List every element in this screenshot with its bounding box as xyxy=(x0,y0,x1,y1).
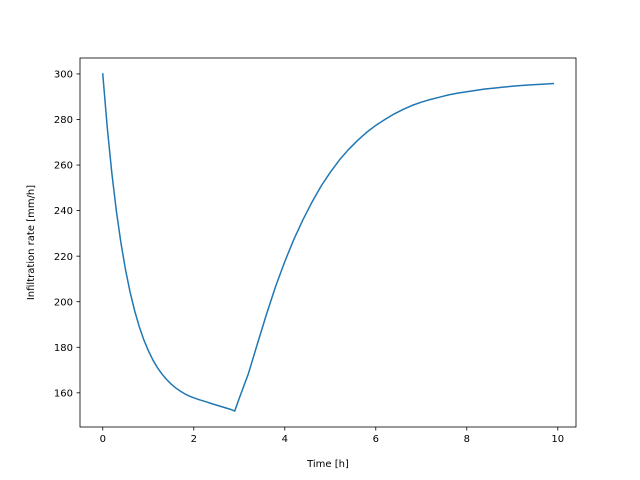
plot-frame xyxy=(79,57,577,428)
x-tick-label: 6 xyxy=(373,434,379,445)
y-tick-label: 260 xyxy=(54,161,73,172)
x-axis-label: Time [h] xyxy=(306,459,349,470)
y-tick-label: 300 xyxy=(54,70,73,81)
chart-marks xyxy=(101,73,555,412)
x-tick-label: 10 xyxy=(551,434,564,445)
y-tick-label: 200 xyxy=(54,297,73,308)
y-axis-ticks: 160 180 200 220 240 260 280 300 xyxy=(54,70,80,399)
y-tick-label: 160 xyxy=(54,388,73,399)
x-axis-ticks: 0 2 4 6 8 10 xyxy=(100,427,564,445)
x-tick-label: 4 xyxy=(282,434,288,445)
y-tick-label: 240 xyxy=(54,206,73,217)
y-tick-label: 220 xyxy=(54,252,73,263)
y-axis-label: Infiltration rate [mm/h] xyxy=(26,185,37,300)
y-tick-label: 180 xyxy=(54,343,73,354)
y-tick-label: 280 xyxy=(54,115,73,126)
x-tick-label: 8 xyxy=(464,434,470,445)
series-line-0 xyxy=(101,73,555,412)
x-tick-label: 2 xyxy=(191,434,197,445)
x-tick-label: 0 xyxy=(100,434,106,445)
